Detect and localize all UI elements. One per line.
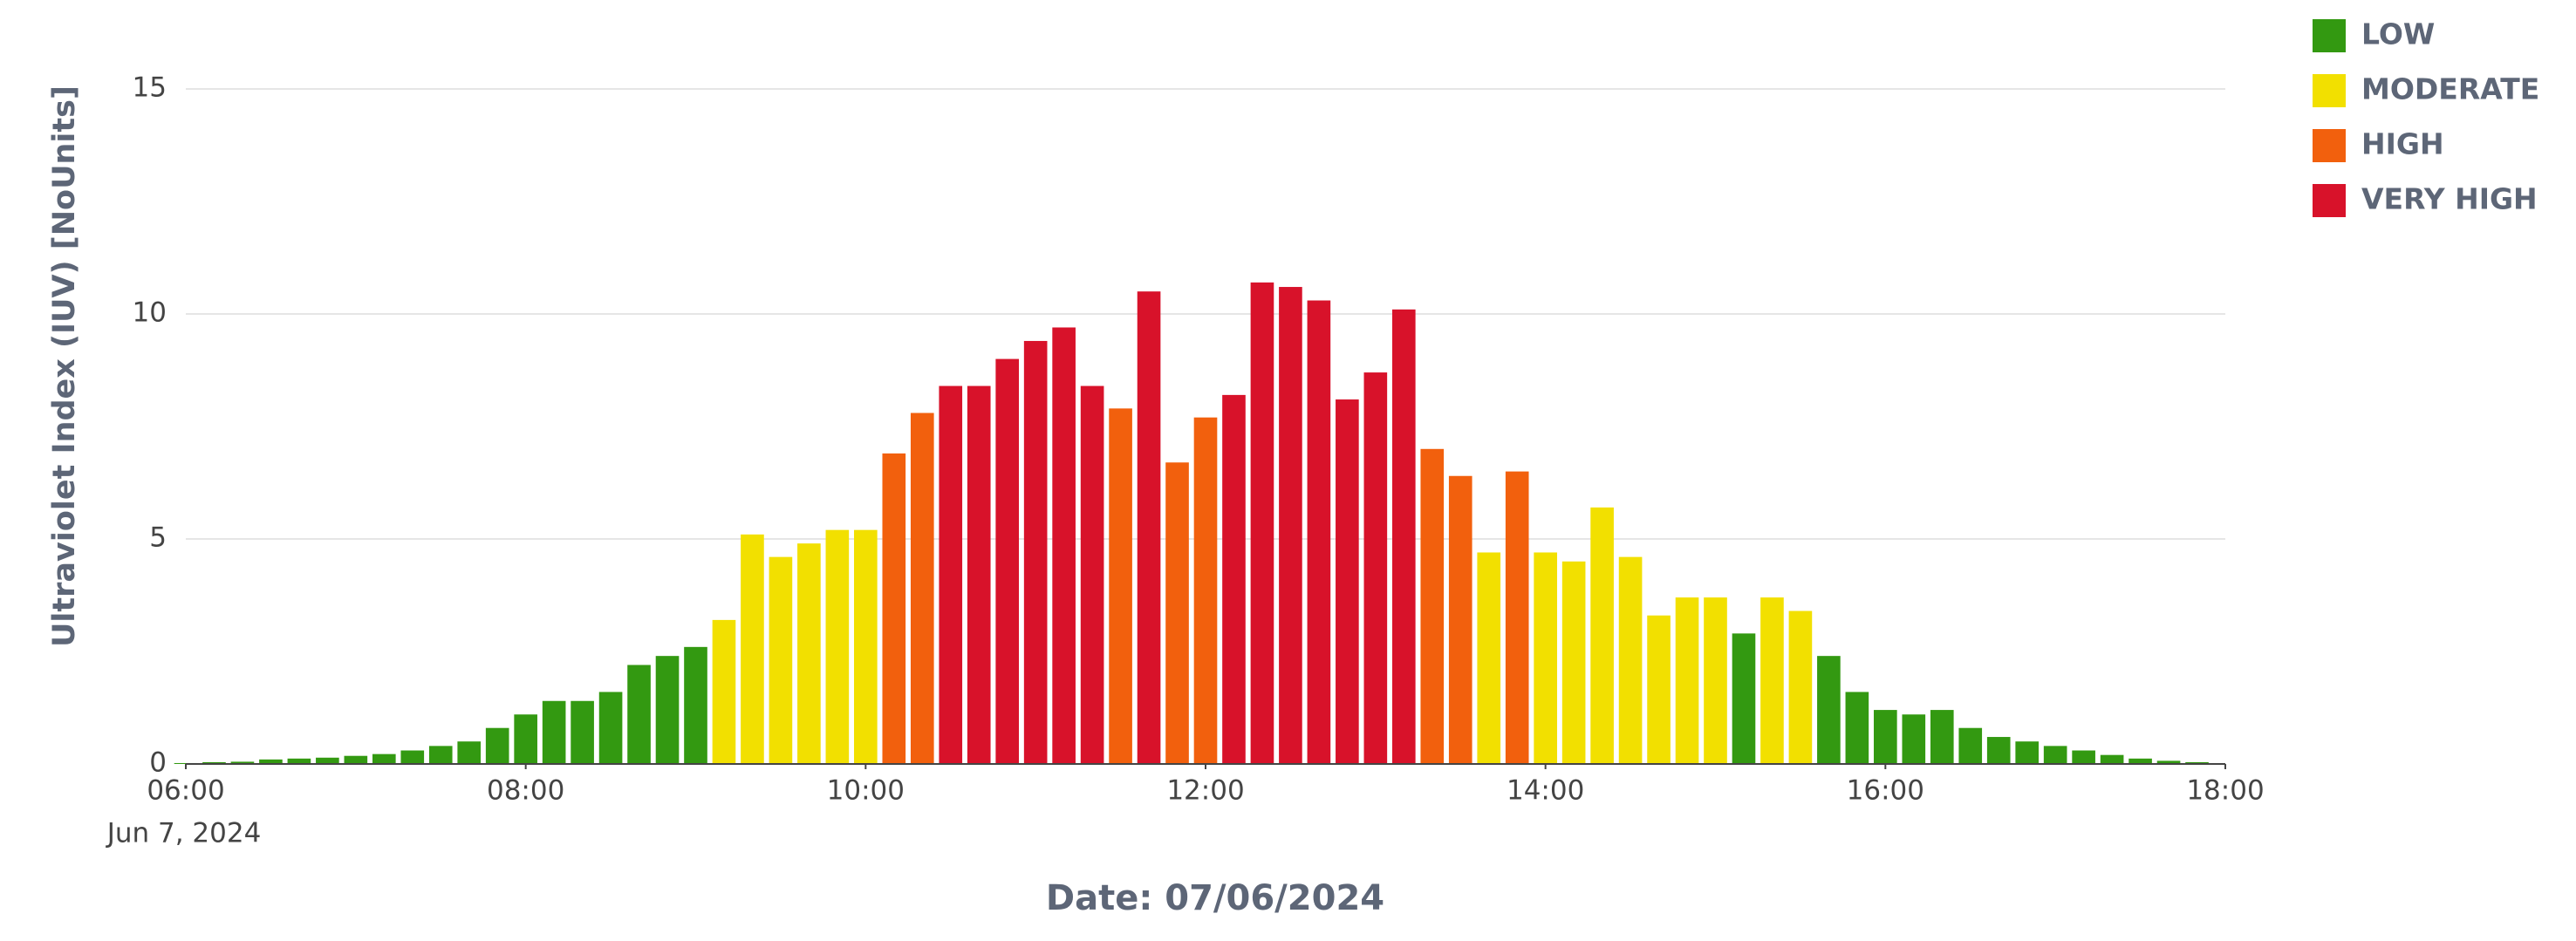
bar xyxy=(2043,746,2067,764)
y-axis-title: Ultraviolet Index (IUV) [NoUnits] xyxy=(47,85,82,647)
legend-label: MODERATE xyxy=(2361,72,2539,106)
bar xyxy=(372,753,396,764)
bar xyxy=(1817,656,1841,764)
y-tick-label: 0 xyxy=(149,747,167,779)
bar xyxy=(485,727,509,764)
bar xyxy=(400,750,425,764)
bar xyxy=(1902,714,1926,764)
bar xyxy=(797,543,821,764)
bar xyxy=(598,692,623,764)
bar xyxy=(1561,561,1586,764)
bar xyxy=(259,759,283,764)
bar xyxy=(825,529,850,764)
bar xyxy=(2015,741,2040,764)
bar xyxy=(882,453,906,764)
bar xyxy=(712,619,736,764)
bar xyxy=(1986,737,2011,764)
x-tick-label: 08:00 xyxy=(487,775,564,807)
bar xyxy=(1760,597,1784,764)
bar xyxy=(1647,615,1671,764)
bar xyxy=(741,534,764,764)
x-tick-label: 14:00 xyxy=(1507,775,1584,807)
bar xyxy=(1137,291,1161,764)
bar xyxy=(1958,727,1983,764)
bar xyxy=(2185,761,2209,764)
bar xyxy=(344,755,368,764)
bar xyxy=(1845,692,1869,764)
legend-swatch xyxy=(2313,19,2346,52)
legend-label: HIGH xyxy=(2361,127,2444,161)
bar xyxy=(2100,754,2124,764)
y-tick-label: 10 xyxy=(133,297,167,329)
x-axis-title: Date: 07/06/2024 xyxy=(1046,878,1384,918)
bar xyxy=(1307,300,1331,764)
legend-label: LOW xyxy=(2361,17,2435,51)
bar xyxy=(1420,448,1445,764)
bar xyxy=(684,646,707,764)
bar xyxy=(1534,552,1557,764)
bar xyxy=(939,385,963,764)
bar xyxy=(1788,610,1813,764)
bar xyxy=(2072,750,2095,764)
x-tick-label: 18:00 xyxy=(2186,775,2264,807)
legend-label: VERY HIGH xyxy=(2361,182,2538,216)
bar xyxy=(995,358,1020,764)
bar xyxy=(1052,327,1076,764)
bar xyxy=(202,761,226,764)
bar xyxy=(428,746,453,764)
bar xyxy=(1363,372,1388,764)
bar xyxy=(967,385,991,764)
bar xyxy=(230,761,255,764)
bar xyxy=(854,529,878,764)
bar xyxy=(769,556,793,764)
bar xyxy=(1250,282,1274,764)
bar xyxy=(1391,309,1416,765)
bar xyxy=(2156,760,2181,764)
bar xyxy=(1477,552,1501,764)
x-tick-label: 16:00 xyxy=(1847,775,1924,807)
y-tick-label: 5 xyxy=(149,522,167,554)
legend-swatch xyxy=(2313,184,2346,217)
y-tick-label: 15 xyxy=(133,72,167,104)
bar xyxy=(1279,287,1302,764)
bar xyxy=(1732,633,1756,764)
bar xyxy=(910,413,934,764)
bar xyxy=(1448,475,1472,764)
bar xyxy=(457,741,482,764)
bar xyxy=(1165,462,1189,764)
bar xyxy=(1675,597,1699,764)
bar xyxy=(316,757,339,764)
bar xyxy=(1618,556,1643,764)
x-date-label: Jun 7, 2024 xyxy=(106,818,262,849)
bar xyxy=(1590,507,1614,764)
bar xyxy=(1930,710,1954,764)
bar xyxy=(627,665,651,764)
bar xyxy=(1704,597,1727,764)
bar xyxy=(571,700,594,764)
bar xyxy=(1505,471,1529,764)
bar xyxy=(1023,340,1048,764)
bar xyxy=(655,656,680,764)
x-tick-label: 10:00 xyxy=(827,775,905,807)
bar xyxy=(514,714,537,764)
bar xyxy=(1109,408,1132,764)
bar xyxy=(1080,385,1104,764)
legend-swatch xyxy=(2313,129,2346,162)
bar xyxy=(542,700,566,764)
legend-swatch xyxy=(2313,74,2346,107)
bar xyxy=(1222,394,1246,764)
x-tick-label: 06:00 xyxy=(147,775,224,807)
bar xyxy=(2128,758,2152,764)
bar xyxy=(1193,417,1218,764)
bar xyxy=(1336,399,1359,764)
x-tick-label: 12:00 xyxy=(1166,775,1244,807)
bar xyxy=(1874,710,1897,764)
bar xyxy=(287,758,311,764)
